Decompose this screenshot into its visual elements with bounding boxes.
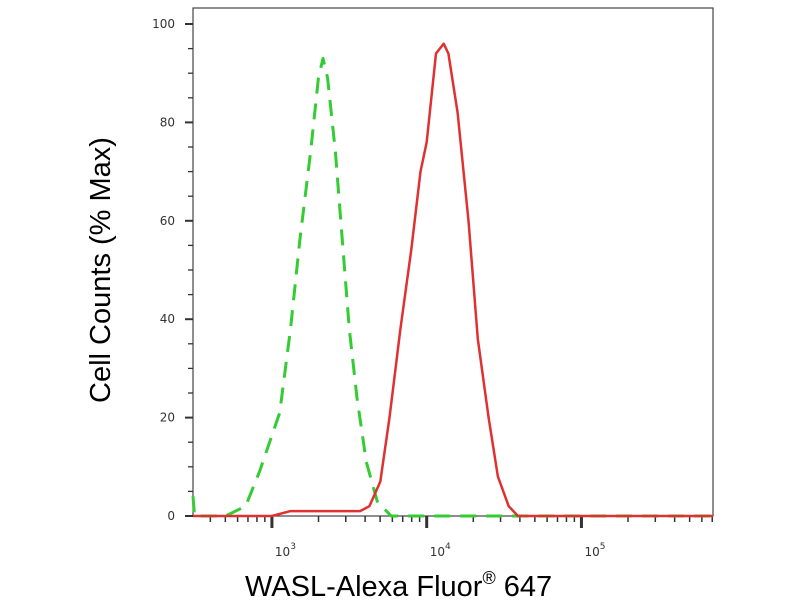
x-axis-label-main: WASL-Alexa Fluor [245,571,483,600]
sample-histogram-line [193,42,713,518]
control-histogram-line [191,56,713,518]
y-tick-label: 0 [167,509,175,523]
x-tick-label: 105 [584,542,605,559]
x-axis-label: WASL-Alexa Fluor® 647 [245,568,552,600]
y-tick-label: 80 [160,115,175,129]
x-tick-label: 104 [430,542,451,559]
plot-frame [192,7,714,517]
axes: 0 20 40 60 80 100 103 104 105 [152,7,714,559]
x-axis-label-sup: ® [482,568,495,588]
y-tick-label: 20 [160,411,175,425]
y-axis-label: Cell Counts (% Max) [85,137,117,403]
x-tick-label: 103 [275,542,296,559]
x-axis-label-tail: 647 [496,571,552,600]
y-tick-label: 40 [160,312,175,326]
series-layer [191,42,713,518]
y-tick-label: 100 [152,17,175,31]
y-tick-label: 60 [160,214,175,228]
